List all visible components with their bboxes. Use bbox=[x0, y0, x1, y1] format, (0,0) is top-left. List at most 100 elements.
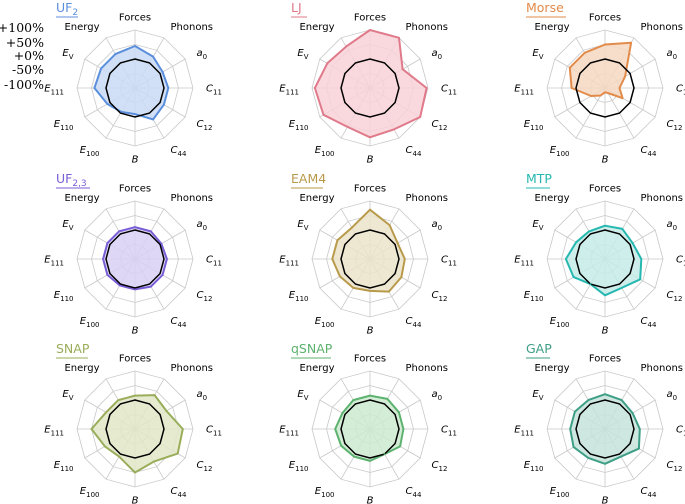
axis-label: B bbox=[132, 155, 139, 166]
data-point bbox=[398, 36, 400, 39]
data-point bbox=[403, 258, 406, 260]
data-point bbox=[388, 290, 390, 293]
axis-label: Energy bbox=[534, 193, 569, 204]
axis-label: EV bbox=[532, 219, 543, 232]
axis-label: E111 bbox=[279, 84, 299, 97]
axis-label: C44 bbox=[406, 316, 422, 329]
axis-label: C44 bbox=[171, 145, 187, 158]
data-point bbox=[163, 103, 165, 106]
radar-panel: Forces Phonons a0 C11 C12 C44 B E100 E110 E111 EV E… bbox=[514, 341, 685, 504]
data-point bbox=[134, 471, 136, 474]
axis-label: Forces bbox=[589, 354, 621, 365]
data-point bbox=[588, 230, 590, 233]
axis-label: Forces bbox=[119, 354, 151, 365]
axis-label: C12 bbox=[667, 119, 683, 132]
axis-label: E110 bbox=[524, 119, 544, 132]
axis-label: C12 bbox=[432, 119, 448, 132]
data-point bbox=[604, 462, 606, 465]
reference-ring bbox=[340, 58, 400, 118]
chart-title: UF2,3 bbox=[56, 171, 87, 189]
data-point bbox=[618, 87, 621, 89]
data-point bbox=[160, 242, 163, 245]
axis-label: E100 bbox=[315, 316, 335, 329]
data-point bbox=[165, 410, 168, 412]
data-point bbox=[572, 276, 575, 278]
data-point bbox=[326, 62, 329, 65]
data-point bbox=[322, 113, 325, 116]
axis-label: Energy bbox=[299, 22, 334, 33]
axis-label: Phonons bbox=[171, 363, 214, 374]
axis-label: EV bbox=[62, 219, 73, 232]
axis-label: E111 bbox=[279, 425, 299, 438]
scale-label-plus-100: +100% bbox=[0, 20, 44, 35]
reference-ring bbox=[105, 58, 165, 118]
axis-label: E111 bbox=[279, 255, 299, 268]
axis-label: EV bbox=[62, 48, 73, 61]
axis-label: Phonons bbox=[171, 22, 214, 33]
axis-label: C11 bbox=[441, 425, 457, 438]
data-point bbox=[106, 103, 109, 105]
axis-label: EV bbox=[297, 48, 308, 61]
axis-label: C11 bbox=[441, 84, 457, 97]
data-point bbox=[620, 399, 623, 401]
chart-title: GAP bbox=[526, 341, 552, 356]
axis-label: C44 bbox=[641, 486, 657, 499]
series-polygon bbox=[102, 226, 168, 291]
data-point bbox=[621, 228, 624, 230]
series-polygon bbox=[313, 29, 428, 139]
data-point bbox=[93, 87, 96, 89]
data-point bbox=[153, 394, 156, 396]
axis-label: Phonons bbox=[406, 22, 449, 33]
scale-label-minus-100: -100% bbox=[4, 77, 44, 92]
data-point bbox=[572, 446, 575, 448]
axis-label: Phonons bbox=[641, 363, 684, 374]
axis-label: E111 bbox=[514, 255, 534, 268]
data-point bbox=[640, 258, 643, 260]
axis-label: E110 bbox=[289, 119, 309, 132]
reference-ring bbox=[575, 229, 635, 289]
data-point bbox=[352, 287, 355, 289]
axis-label: E110 bbox=[289, 290, 309, 303]
axis-label: a0 bbox=[197, 48, 208, 61]
radar-panel: Forces Phonons a0 C11 C12 C44 B E100 E110 E111 EV E… bbox=[44, 171, 222, 337]
axis-label: C12 bbox=[197, 460, 213, 473]
data-point bbox=[118, 284, 121, 287]
axis-label: a0 bbox=[197, 219, 208, 232]
axis-label: Phonons bbox=[641, 22, 684, 33]
axis-label: Energy bbox=[64, 193, 99, 204]
axis-label: B bbox=[367, 155, 374, 166]
data-point bbox=[351, 226, 353, 229]
data-point bbox=[398, 411, 400, 414]
axis-label: Energy bbox=[299, 193, 334, 204]
axis-label: Energy bbox=[64, 363, 99, 374]
axis-label: C12 bbox=[197, 119, 213, 132]
axis-label: B bbox=[602, 496, 609, 504]
axis-label: C44 bbox=[171, 316, 187, 329]
data-point bbox=[134, 394, 136, 397]
axis-label: a0 bbox=[667, 219, 678, 232]
data-point bbox=[599, 94, 602, 97]
axis-label: E110 bbox=[54, 460, 74, 473]
axis-label: a0 bbox=[667, 48, 678, 61]
data-point bbox=[134, 45, 136, 47]
data-point bbox=[583, 51, 586, 54]
axis-label: C11 bbox=[676, 255, 685, 268]
axis-label: Forces bbox=[354, 184, 386, 195]
data-point bbox=[90, 428, 93, 430]
data-point bbox=[341, 412, 344, 414]
data-point bbox=[334, 428, 337, 430]
data-point bbox=[570, 87, 573, 89]
data-point bbox=[104, 445, 106, 448]
data-point bbox=[181, 428, 184, 430]
scale-label-minus-50: -50% bbox=[12, 62, 44, 77]
data-point bbox=[134, 226, 136, 229]
chart-title: SNAP bbox=[56, 341, 90, 356]
data-point bbox=[369, 136, 371, 139]
data-point bbox=[399, 445, 401, 448]
data-point bbox=[604, 91, 606, 94]
data-point bbox=[118, 455, 120, 458]
data-point bbox=[624, 75, 626, 78]
axis-label: E111 bbox=[44, 255, 64, 268]
axis-label: E100 bbox=[550, 145, 570, 158]
